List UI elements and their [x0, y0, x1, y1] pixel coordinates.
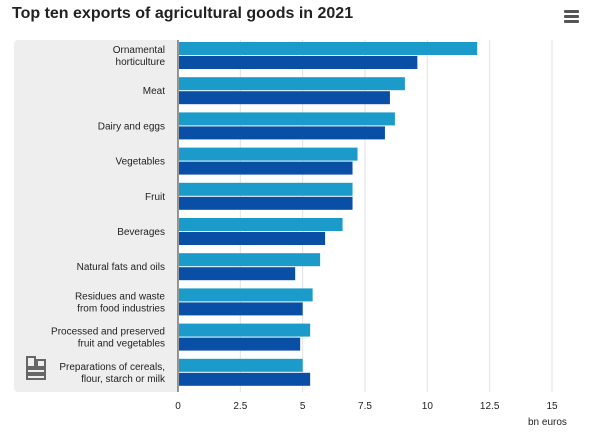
statistics-logo-icon	[26, 356, 46, 380]
hamburger-menu-icon[interactable]	[563, 8, 581, 24]
bar[interactable]	[179, 288, 313, 302]
x-tick-label: 2.5	[233, 401, 247, 412]
bar[interactable]	[179, 253, 321, 267]
category-label: Dairy and eggs	[98, 121, 165, 132]
x-tick-label: 15	[546, 401, 558, 412]
category-label: Residues and waste from food industries	[75, 291, 165, 314]
x-tick-label: 0	[175, 401, 181, 412]
category-label: Meat	[143, 86, 165, 97]
category-label: Preparations of cereals, flour, starch or…	[59, 362, 166, 385]
bar[interactable]	[179, 323, 311, 337]
bar[interactable]	[179, 77, 405, 91]
category-label: Vegetables	[116, 157, 166, 168]
bar[interactable]	[179, 112, 395, 126]
bar[interactable]	[179, 337, 301, 351]
category-label: Fruit	[145, 192, 165, 203]
bar[interactable]	[179, 147, 358, 161]
bar[interactable]	[179, 182, 353, 196]
bar[interactable]	[179, 372, 311, 386]
category-label: Ornamental horticulture	[113, 45, 166, 68]
x-tick-label: 12.5	[480, 401, 500, 412]
bar[interactable]	[179, 358, 303, 372]
bar[interactable]	[179, 232, 326, 245]
bar[interactable]	[179, 218, 343, 231]
x-axis-unit-label: bn euros	[528, 417, 567, 428]
category-label: Natural fats and oils	[77, 262, 165, 273]
chart-title: Top ten exports of agricultural goods in…	[12, 5, 354, 22]
bar[interactable]	[179, 42, 478, 55]
category-label-panel	[14, 40, 178, 392]
bar[interactable]	[179, 161, 353, 175]
bar[interactable]	[179, 56, 418, 69]
bar[interactable]	[179, 302, 303, 316]
bar[interactable]	[179, 126, 385, 140]
bar[interactable]	[179, 91, 390, 105]
bar[interactable]	[179, 267, 296, 281]
bar[interactable]	[179, 196, 353, 210]
x-tick-label: 5	[300, 401, 306, 412]
x-tick-label: 7.5	[358, 401, 372, 412]
x-tick-label: 10	[422, 401, 434, 412]
category-label: Processed and preserved fruit and vegetab…	[51, 327, 165, 350]
category-label: Beverages	[117, 227, 165, 238]
